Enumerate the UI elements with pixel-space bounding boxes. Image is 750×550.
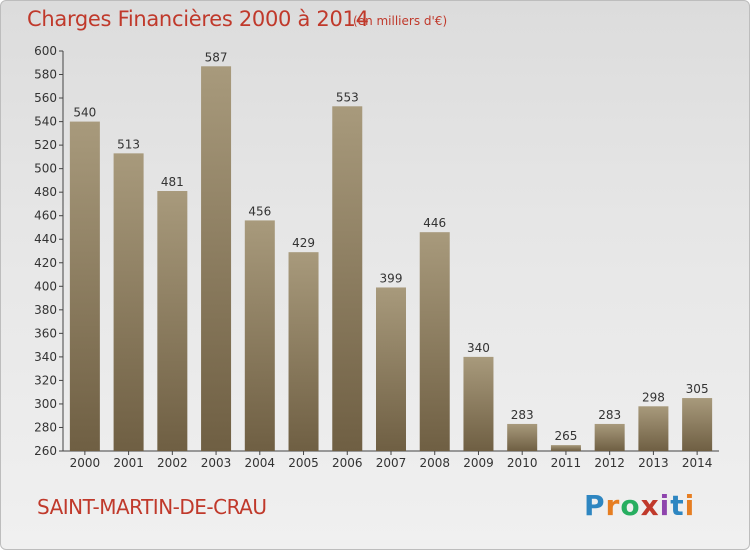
y-tick-label: 600 — [34, 44, 57, 58]
x-tick-label: 2001 — [113, 456, 144, 470]
bar-value-label: 513 — [117, 137, 140, 151]
logo-letter: r — [605, 489, 621, 522]
bar-value-label: 446 — [423, 216, 446, 230]
x-tick-label: 2009 — [463, 456, 494, 470]
x-tick-label: 2014 — [682, 456, 713, 470]
y-tick-label: 580 — [34, 68, 57, 82]
y-tick-label: 480 — [34, 185, 57, 199]
logo-letter: i — [684, 489, 696, 522]
chart-title: Charges Financières 2000 à 2014 — [27, 7, 369, 31]
bar-2001 — [113, 153, 144, 451]
y-tick-label: 380 — [34, 303, 57, 317]
logo-letter: x — [640, 489, 660, 522]
y-tick-label: 540 — [34, 115, 57, 129]
x-tick-label: 2004 — [245, 456, 276, 470]
y-tick-label: 260 — [34, 444, 57, 458]
x-tick-label: 2010 — [507, 456, 538, 470]
bar-value-label: 553 — [336, 90, 359, 104]
bar-value-label: 340 — [467, 341, 490, 355]
bar-2008 — [419, 232, 450, 451]
y-tick-label: 500 — [34, 162, 57, 176]
y-tick-label: 400 — [34, 279, 57, 293]
x-tick-label: 2008 — [419, 456, 450, 470]
bar-2012 — [594, 423, 625, 451]
bar-value-label: 429 — [292, 236, 315, 250]
bar-2005 — [288, 252, 319, 451]
y-tick-label: 300 — [34, 397, 57, 411]
bar-value-label: 283 — [598, 408, 621, 422]
bar-value-label: 481 — [161, 175, 184, 189]
x-tick-label: 2006 — [332, 456, 363, 470]
bar-2010 — [507, 423, 538, 451]
y-tick-label: 280 — [34, 420, 57, 434]
bar-2009 — [463, 356, 494, 451]
bar-2007 — [376, 287, 406, 451]
bar-2003 — [201, 66, 232, 451]
x-tick-label: 2013 — [638, 456, 669, 470]
proxiti-logo[interactable]: Proxiti — [584, 489, 695, 522]
y-tick-label: 360 — [34, 326, 57, 340]
bar-2002 — [157, 191, 188, 451]
y-tick-label: 420 — [34, 256, 57, 270]
y-tick-label: 340 — [34, 350, 57, 364]
bar-2000 — [69, 121, 100, 452]
bar-2014 — [682, 398, 713, 451]
bar-value-label: 305 — [686, 382, 709, 396]
logo-letter: t — [670, 489, 685, 522]
logo-letter: o — [620, 489, 641, 522]
y-tick-label: 520 — [34, 138, 57, 152]
x-tick-label: 2000 — [70, 456, 101, 470]
chart-subtitle: (en milliers d'€) — [353, 14, 448, 28]
x-tick-label: 2007 — [376, 456, 407, 470]
bar-value-label: 283 — [511, 408, 534, 422]
x-tick-label: 2002 — [157, 456, 188, 470]
y-tick-label: 440 — [34, 232, 57, 246]
bar-2013 — [638, 406, 669, 451]
bar-value-label: 456 — [248, 204, 271, 218]
bar-value-label: 298 — [642, 390, 665, 404]
town-name: SAINT-MARTIN-DE-CRAU — [37, 495, 267, 519]
y-tick-label: 320 — [34, 373, 57, 387]
bar-value-label: 265 — [554, 429, 577, 443]
logo-letter: i — [659, 489, 671, 522]
logo-letter: P — [584, 489, 606, 522]
bar-2006 — [332, 106, 363, 451]
bar-value-label: 587 — [205, 50, 228, 64]
x-tick-label: 2005 — [288, 456, 319, 470]
bar-2011 — [550, 445, 581, 451]
bar-value-label: 540 — [73, 106, 96, 120]
x-tick-label: 2003 — [201, 456, 232, 470]
x-tick-label: 2012 — [594, 456, 625, 470]
bar-2004 — [244, 220, 275, 451]
bar-value-label: 399 — [380, 271, 403, 285]
y-tick-label: 460 — [34, 209, 57, 223]
x-tick-label: 2011 — [551, 456, 582, 470]
y-tick-label: 560 — [34, 91, 57, 105]
